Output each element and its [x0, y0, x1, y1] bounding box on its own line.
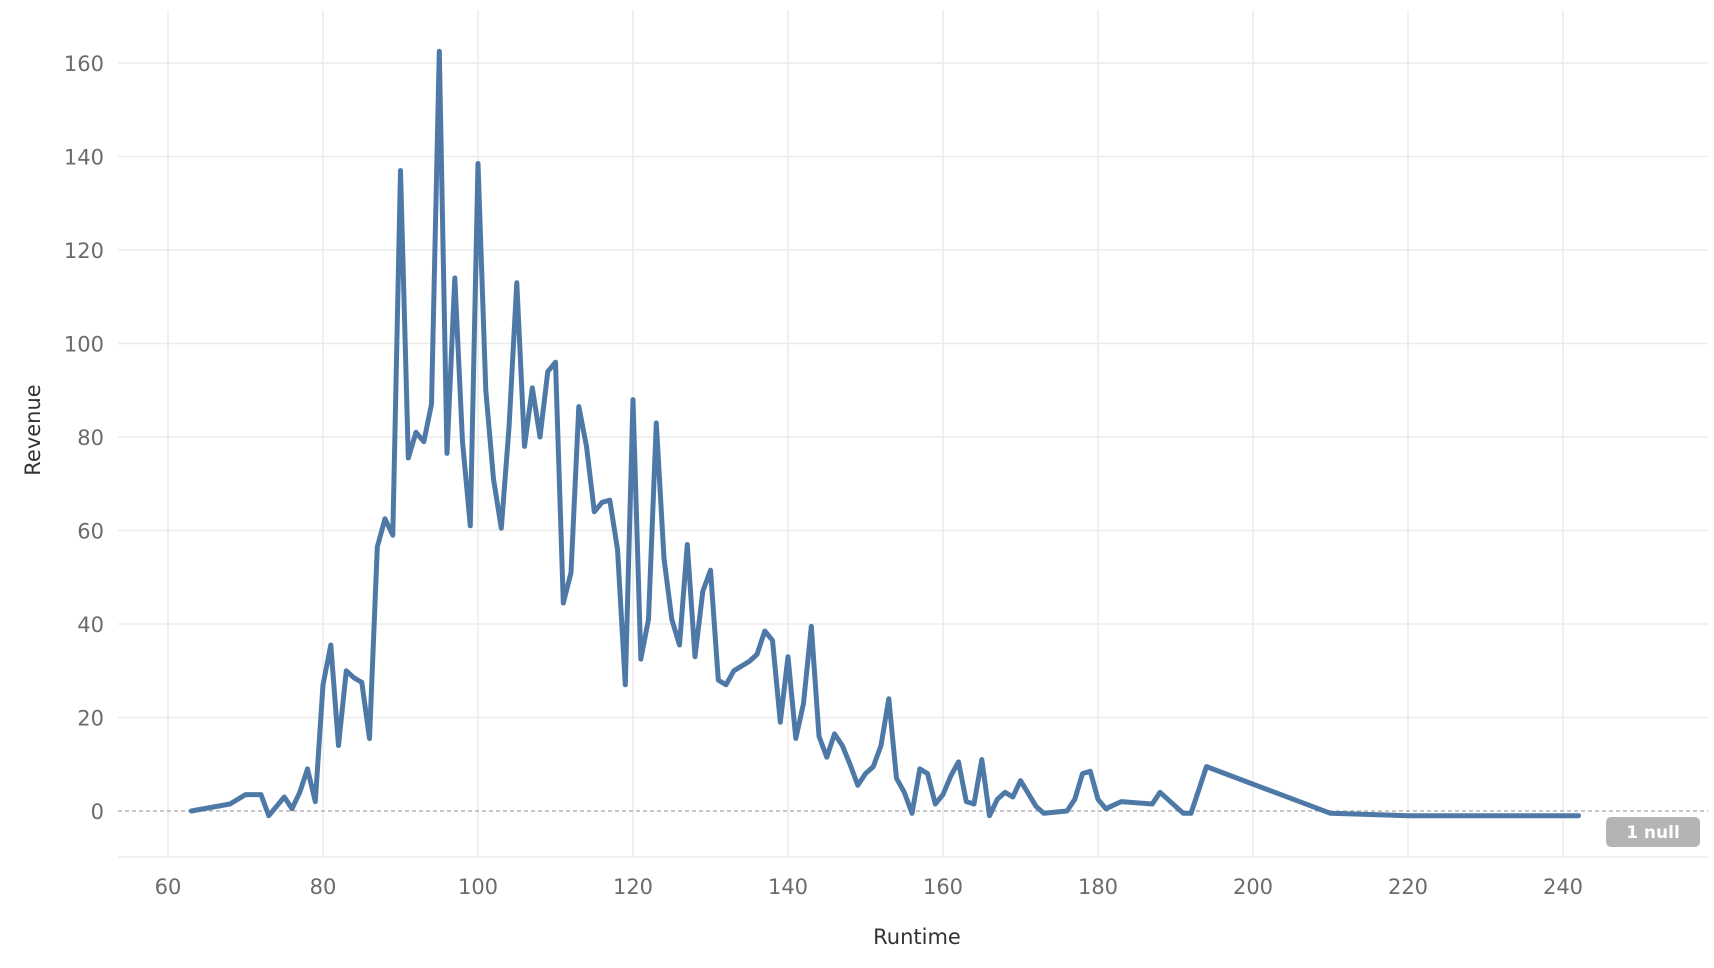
grid-lines: [118, 10, 1708, 858]
y-tick-label-120: 120: [64, 239, 104, 263]
x-axis-title: Runtime: [873, 925, 961, 949]
y-tick-label-140: 140: [64, 146, 104, 170]
y-tick-label-100: 100: [64, 333, 104, 357]
null-badge-label: 1 null: [1626, 823, 1680, 843]
y-tick-label-160: 160: [64, 52, 104, 76]
series-layer: [188, 48, 1581, 819]
x-tick-label-160: 160: [923, 875, 963, 899]
null-badge-background: [1606, 817, 1700, 847]
x-tick-label-140: 140: [768, 875, 808, 899]
x-axis-ticks: 60 80 100 120 140 160 180 200 220 240: [155, 875, 1583, 899]
x-tick-label-200: 200: [1233, 875, 1273, 899]
y-axis-ticks: 0 20 40 60 80 100 120 140 160: [64, 52, 104, 824]
y-tick-label-60: 60: [77, 520, 104, 544]
x-tick-label-220: 220: [1388, 875, 1428, 899]
x-tick-label-80: 80: [310, 875, 337, 899]
y-tick-label-80: 80: [77, 426, 104, 450]
x-tick-label-240: 240: [1543, 875, 1583, 899]
y-tick-label-0: 0: [91, 800, 104, 824]
null-badge[interactable]: 1 null: [1606, 817, 1700, 847]
y-tick-label-20: 20: [77, 707, 104, 731]
y-tick-label-40: 40: [77, 613, 104, 637]
x-tick-label-120: 120: [613, 875, 653, 899]
y-axis-title: Revenue: [21, 384, 45, 475]
x-tick-label-180: 180: [1078, 875, 1118, 899]
x-tick-label-100: 100: [458, 875, 498, 899]
x-tick-label-60: 60: [155, 875, 182, 899]
series-line-0[interactable]: [188, 48, 1581, 819]
